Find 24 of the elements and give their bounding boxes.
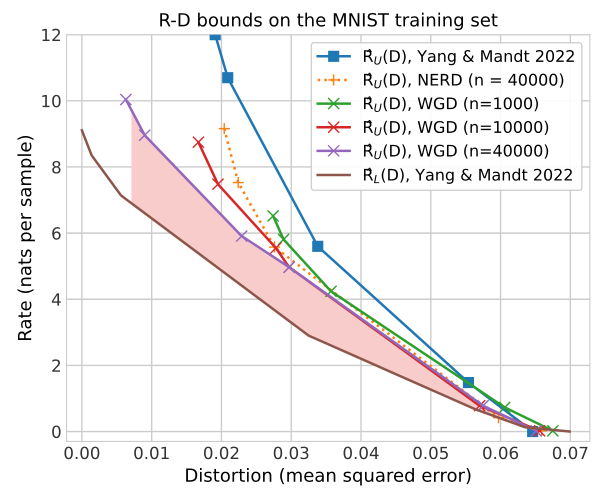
y-tick-label: 2	[52, 359, 60, 372]
legend-label: R̂$_{U}$(D), WGD (n=10000)	[364, 120, 548, 136]
legend-label: R̂$_{L}$(D), Yang & Mandt 2022	[364, 168, 572, 184]
legend-label: R̂$_{U}$(D), NERD (n = 40000)	[364, 72, 564, 88]
chart-title: R-D bounds on the MNIST training set	[160, 12, 498, 30]
x-tick-label: 0.06	[483, 446, 518, 460]
y-tick-label: 10	[42, 94, 61, 108]
x-tick-label: 0.04	[344, 446, 379, 460]
y-axis-title: Rate (nats per sample)	[17, 136, 35, 340]
y-tick-label: 6	[52, 227, 61, 240]
legend-label: R̂$_{U}$(D), WGD (n=1000)	[364, 96, 538, 112]
x-tick-label: 0.05	[413, 446, 448, 460]
x-tick-label: 0.01	[134, 446, 169, 460]
x-tick-label: 0.03	[274, 446, 308, 460]
x-axis-title: Distortion (mean squared error)	[186, 468, 470, 486]
y-tick-label: 12	[42, 28, 60, 42]
legend-label: R̂$_{U}$(D), WGD (n=40000)	[364, 144, 548, 160]
x-tick-label: 0.02	[204, 446, 238, 460]
legend-label: R̂$_{U}$(D), Yang & Mandt 2022	[364, 49, 574, 66]
x-tick-label: 0.00	[64, 446, 100, 460]
y-tick-label: 0	[52, 425, 61, 438]
y-tick-label: 4	[52, 293, 61, 306]
x-tick-label: 0.07	[552, 446, 588, 460]
y-tick-label: 8	[52, 160, 61, 174]
